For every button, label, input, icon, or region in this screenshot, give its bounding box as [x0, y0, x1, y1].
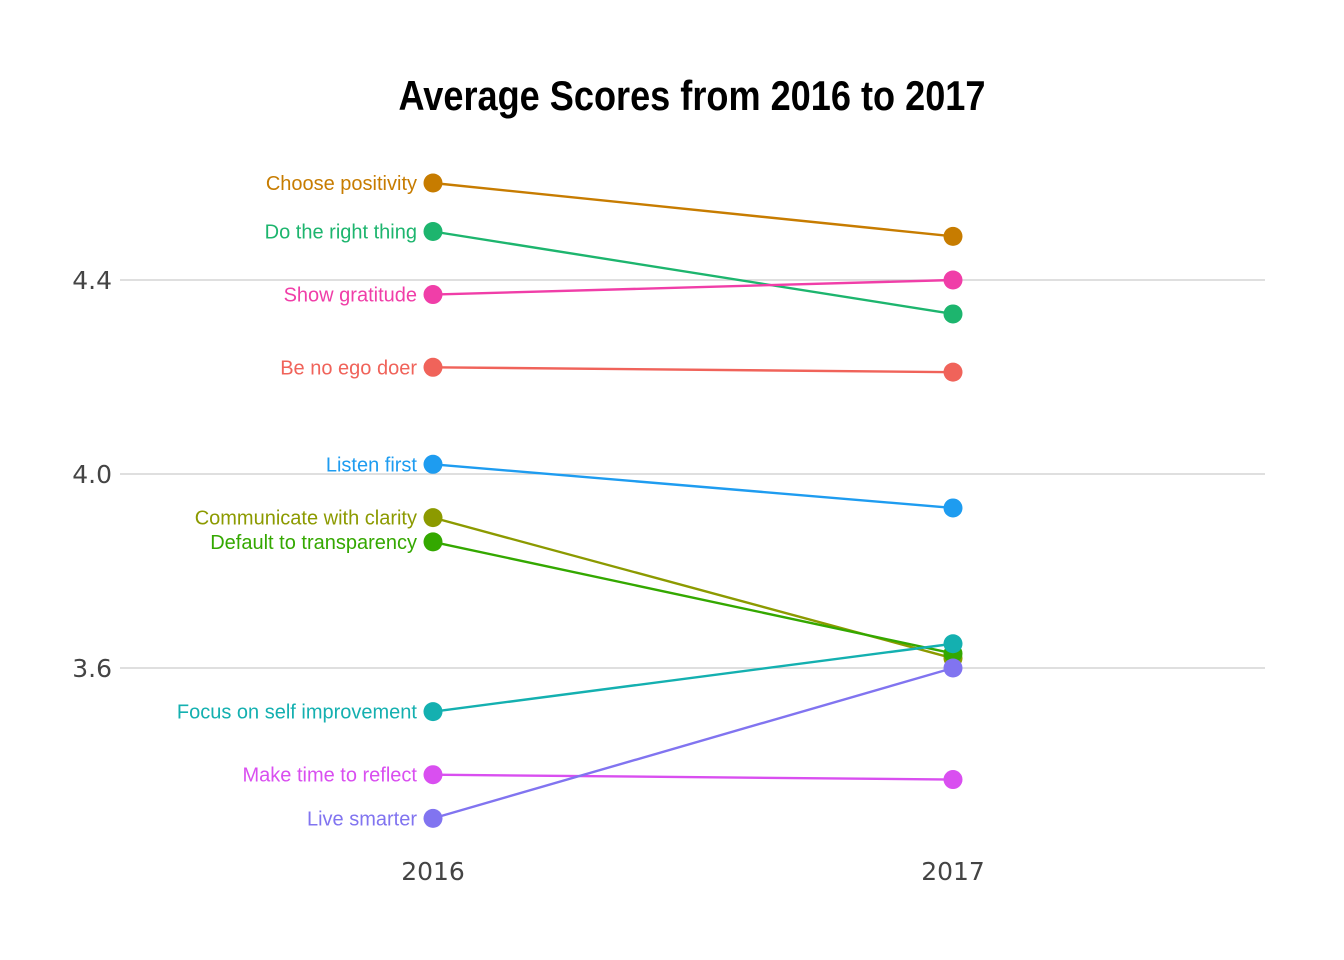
- data-point: [423, 808, 443, 828]
- series-label: Make time to reflect: [242, 765, 417, 787]
- series-line: [432, 463, 954, 510]
- data-point: [423, 454, 443, 474]
- series-label: Live smarter: [307, 808, 417, 830]
- series-line: [432, 666, 954, 820]
- data-point: [943, 498, 963, 518]
- data-point: [423, 357, 443, 377]
- data-point: [943, 634, 963, 654]
- data-point: [423, 765, 443, 785]
- y-tick-label: 3.6: [72, 654, 112, 683]
- y-tick-label: 4.4: [72, 266, 112, 295]
- series-label: Choose positivity: [266, 173, 417, 195]
- data-point: [943, 304, 963, 324]
- x-tick-label: 2016: [401, 857, 465, 886]
- series-label: Do the right thing: [265, 222, 417, 244]
- series-line: [432, 181, 954, 238]
- series-line: [432, 230, 954, 316]
- chart-title: Average Scores from 2016 to 2017: [398, 72, 986, 119]
- data-point: [943, 770, 963, 790]
- series-label: Show gratitude: [284, 285, 417, 307]
- data-point: [943, 270, 963, 290]
- series-label: Be no ego doer: [280, 357, 417, 379]
- data-point: [943, 226, 963, 246]
- y-tick-label: 4.0: [72, 460, 112, 489]
- series-line: [432, 642, 954, 713]
- x-tick-label: 2017: [921, 857, 985, 886]
- data-point: [423, 173, 443, 193]
- series-label: Listen first: [326, 454, 418, 476]
- data-point: [423, 222, 443, 241]
- data-point: [423, 702, 443, 722]
- data-point: [943, 658, 963, 678]
- series-label: Communicate with clarity: [195, 508, 417, 530]
- series-line: [432, 366, 954, 374]
- series-label: Focus on self improvement: [177, 702, 418, 724]
- series-line: [432, 278, 954, 296]
- data-point: [943, 362, 963, 382]
- data-point: [423, 532, 443, 552]
- data-point: [423, 508, 443, 528]
- series-line: [432, 540, 954, 655]
- data-point: [423, 285, 443, 305]
- series-label: Default to transparency: [210, 532, 417, 554]
- series-line: [432, 773, 954, 781]
